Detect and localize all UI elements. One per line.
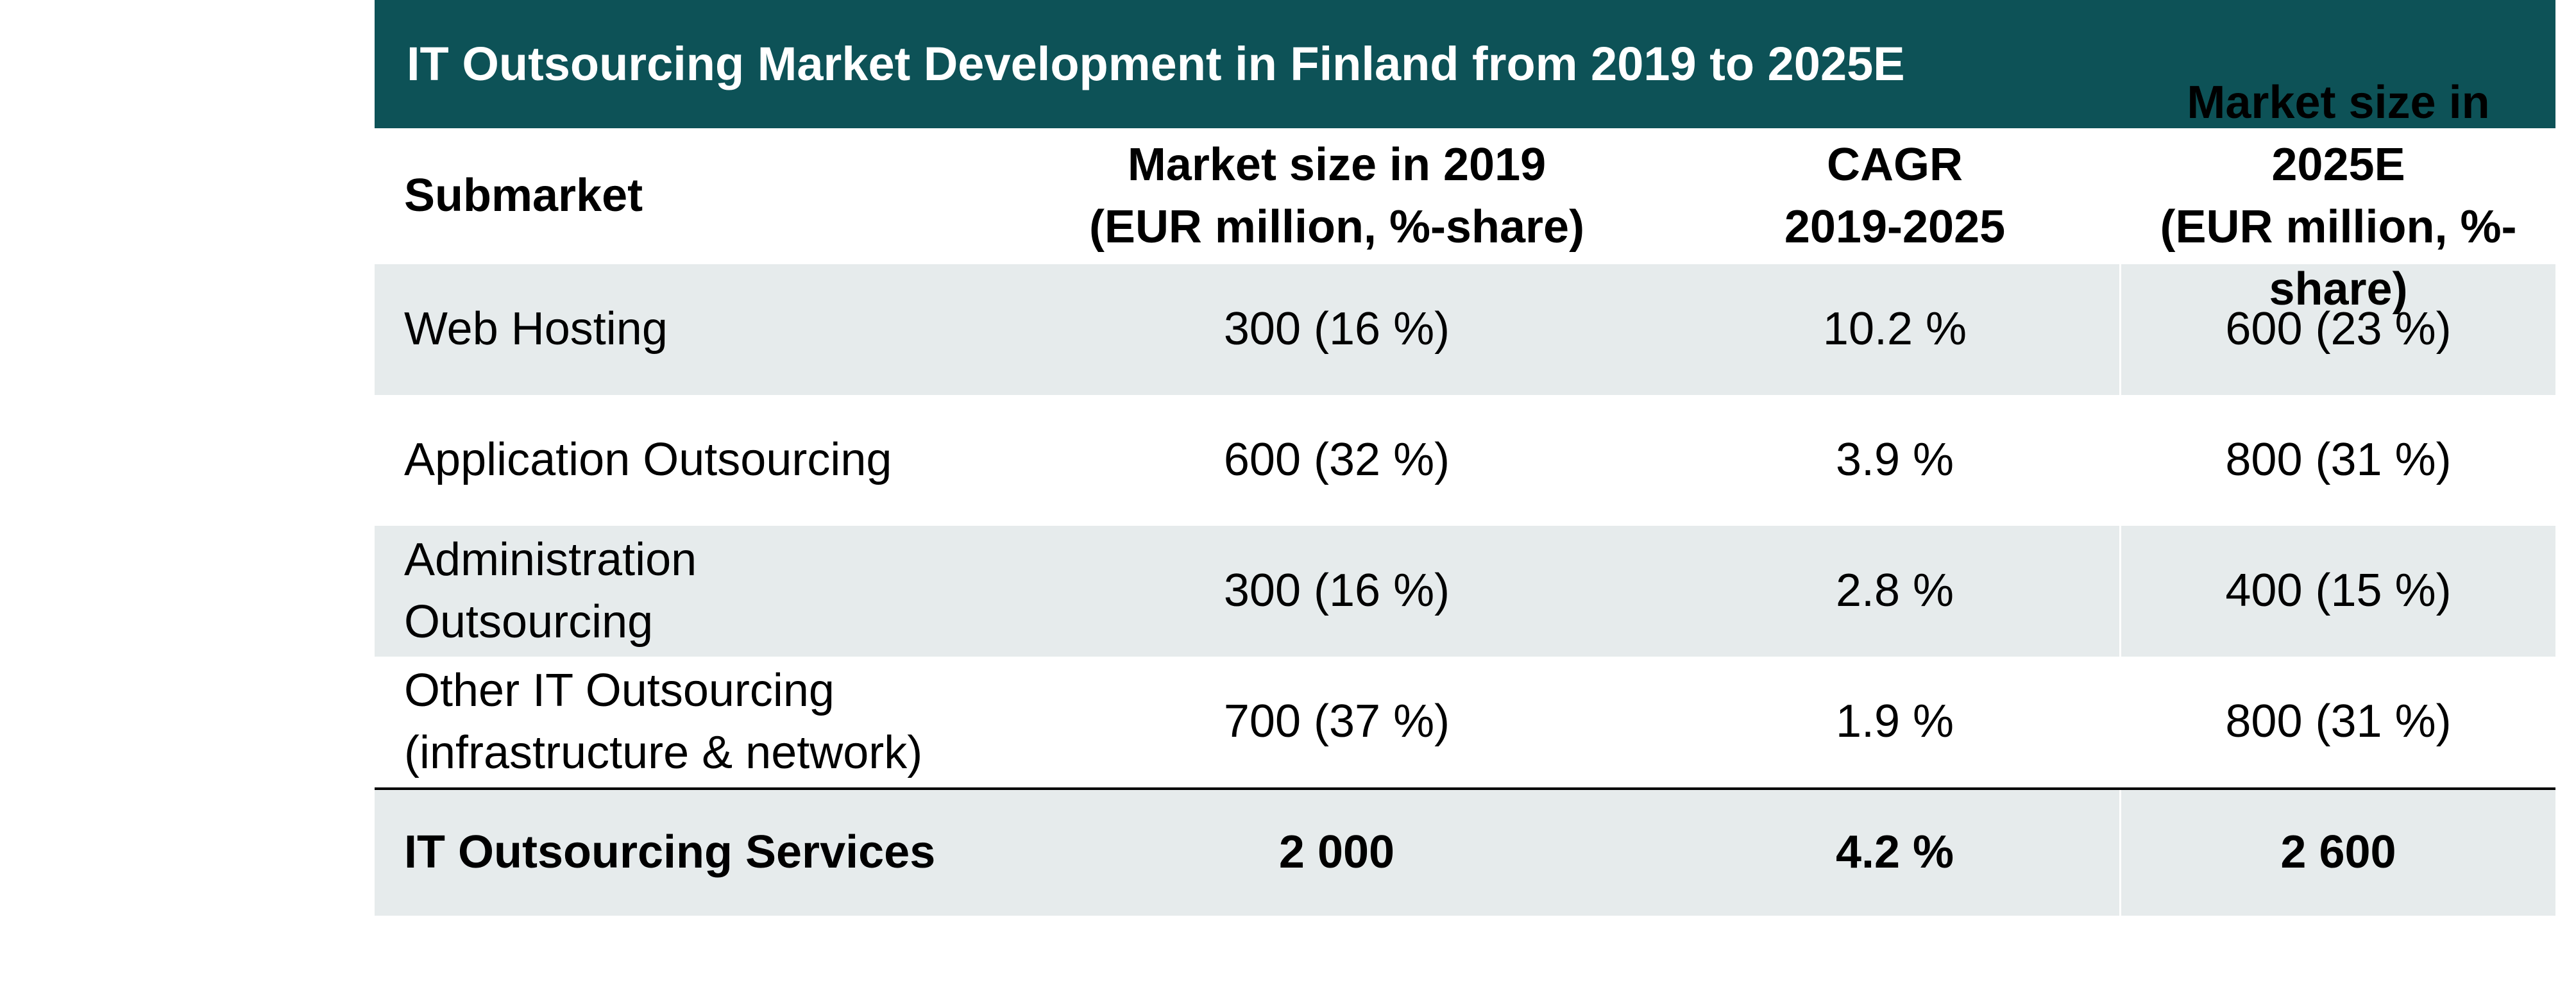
size-2019-cell: 300 (16 %): [1003, 264, 1670, 395]
header-cagr-line1: CAGR: [1826, 139, 1963, 190]
size-2019-value: 600 (32 %): [1223, 434, 1450, 486]
cagr-cell: 10.2 %: [1670, 264, 2119, 395]
size-2019-cell: 600 (32 %): [1003, 395, 1670, 526]
cagr-value: 2.8 %: [1835, 565, 1954, 617]
table-row: Application Outsourcing 600 (32 %) 3.9 %…: [375, 395, 2555, 526]
cagr-value: 1.9 %: [1835, 696, 1954, 748]
size-2019-value: 300 (16 %): [1223, 303, 1450, 355]
header-size-2019-line1: Market size in 2019: [1127, 139, 1546, 190]
cagr-value: 10.2 %: [1822, 303, 1967, 355]
submarket-name-line1: Other IT Outsourcing: [404, 664, 835, 716]
size-2019-cell: 700 (37 %): [1003, 657, 1670, 787]
cagr-value: 3.9 %: [1835, 434, 1954, 486]
header-size-2025-line2: (EUR million, %-share): [2160, 201, 2517, 315]
market-table: IT Outsourcing Market Development in Fin…: [375, 0, 2555, 916]
header-cagr: CAGR 2019-2025: [1670, 128, 2119, 264]
header-cagr-line2: 2019-2025: [1784, 201, 2006, 253]
table-row: Web Hosting 300 (16 %) 10.2 % 600 (23 %): [375, 264, 2555, 395]
size-2025-cell: 800 (31 %): [2119, 657, 2555, 787]
size-2025-cell: 400 (15 %): [2119, 526, 2555, 657]
total-cagr-cell: 4.2 %: [1670, 790, 2119, 916]
size-2025-value: 600 (23 %): [2225, 303, 2452, 355]
size-2025-value: 800 (31 %): [2225, 434, 2452, 486]
table-title: IT Outsourcing Market Development in Fin…: [375, 0, 2555, 128]
header-size-2025: Market size in 2025E (EUR million, %-sha…: [2119, 77, 2555, 315]
total-size-2025-cell: 2 600: [2119, 790, 2555, 916]
submarket-name: Application Outsourcing: [404, 434, 892, 486]
size-2025-value: 400 (15 %): [2225, 565, 2452, 617]
header-size-2019-line2: (EUR million, %-share): [1089, 201, 1585, 253]
header-submarket: Submarket: [375, 128, 1003, 264]
submarket-name: Web Hosting: [404, 303, 668, 355]
submarket-cell: Web Hosting: [375, 264, 1003, 395]
cagr-cell: 2.8 %: [1670, 526, 2119, 657]
header-size-2025-line1: Market size in 2025E: [2187, 76, 2490, 190]
header-submarket-label: Submarket: [404, 170, 643, 222]
table-row: Other IT Outsourcing (infrastructure & n…: [375, 657, 2555, 787]
size-2019-value: 700 (37 %): [1223, 696, 1450, 748]
submarket-name-line2: (infrastructure & network): [404, 727, 923, 778]
size-2019-cell: 300 (16 %): [1003, 526, 1670, 657]
total-label: IT Outsourcing Services: [404, 827, 936, 878]
total-size-2019-cell: 2 000: [1003, 790, 1670, 916]
size-2025-cell: 800 (31 %): [2119, 395, 2555, 526]
header-size-2019: Market size in 2019 (EUR million, %-shar…: [1003, 128, 1670, 264]
header-row: Submarket Market size in 2019 (EUR milli…: [375, 77, 2555, 315]
submarket-cell: Application Outsourcing: [375, 395, 1003, 526]
size-2025-value: 800 (31 %): [2225, 696, 2452, 748]
cagr-cell: 1.9 %: [1670, 657, 2119, 787]
submarket-cell: Other IT Outsourcing (infrastructure & n…: [375, 657, 1003, 787]
size-2019-value: 300 (16 %): [1223, 565, 1450, 617]
size-2025-cell: 600 (23 %): [2119, 264, 2555, 395]
cagr-cell: 3.9 %: [1670, 395, 2119, 526]
total-size-2019: 2 000: [1278, 827, 1395, 878]
total-cagr: 4.2 %: [1835, 827, 1954, 878]
total-label-cell: IT Outsourcing Services: [375, 790, 1003, 916]
submarket-name-line1: Administration: [404, 534, 697, 585]
total-size-2025: 2 600: [2280, 827, 2396, 878]
total-row: IT Outsourcing Services 2 000 4.2 % 2 60…: [375, 787, 2555, 916]
submarket-cell: Administration Outsourcing: [375, 526, 1003, 657]
table-row: Administration Outsourcing 300 (16 %) 2.…: [375, 526, 2555, 657]
submarket-name-line2: Outsourcing: [404, 596, 654, 648]
